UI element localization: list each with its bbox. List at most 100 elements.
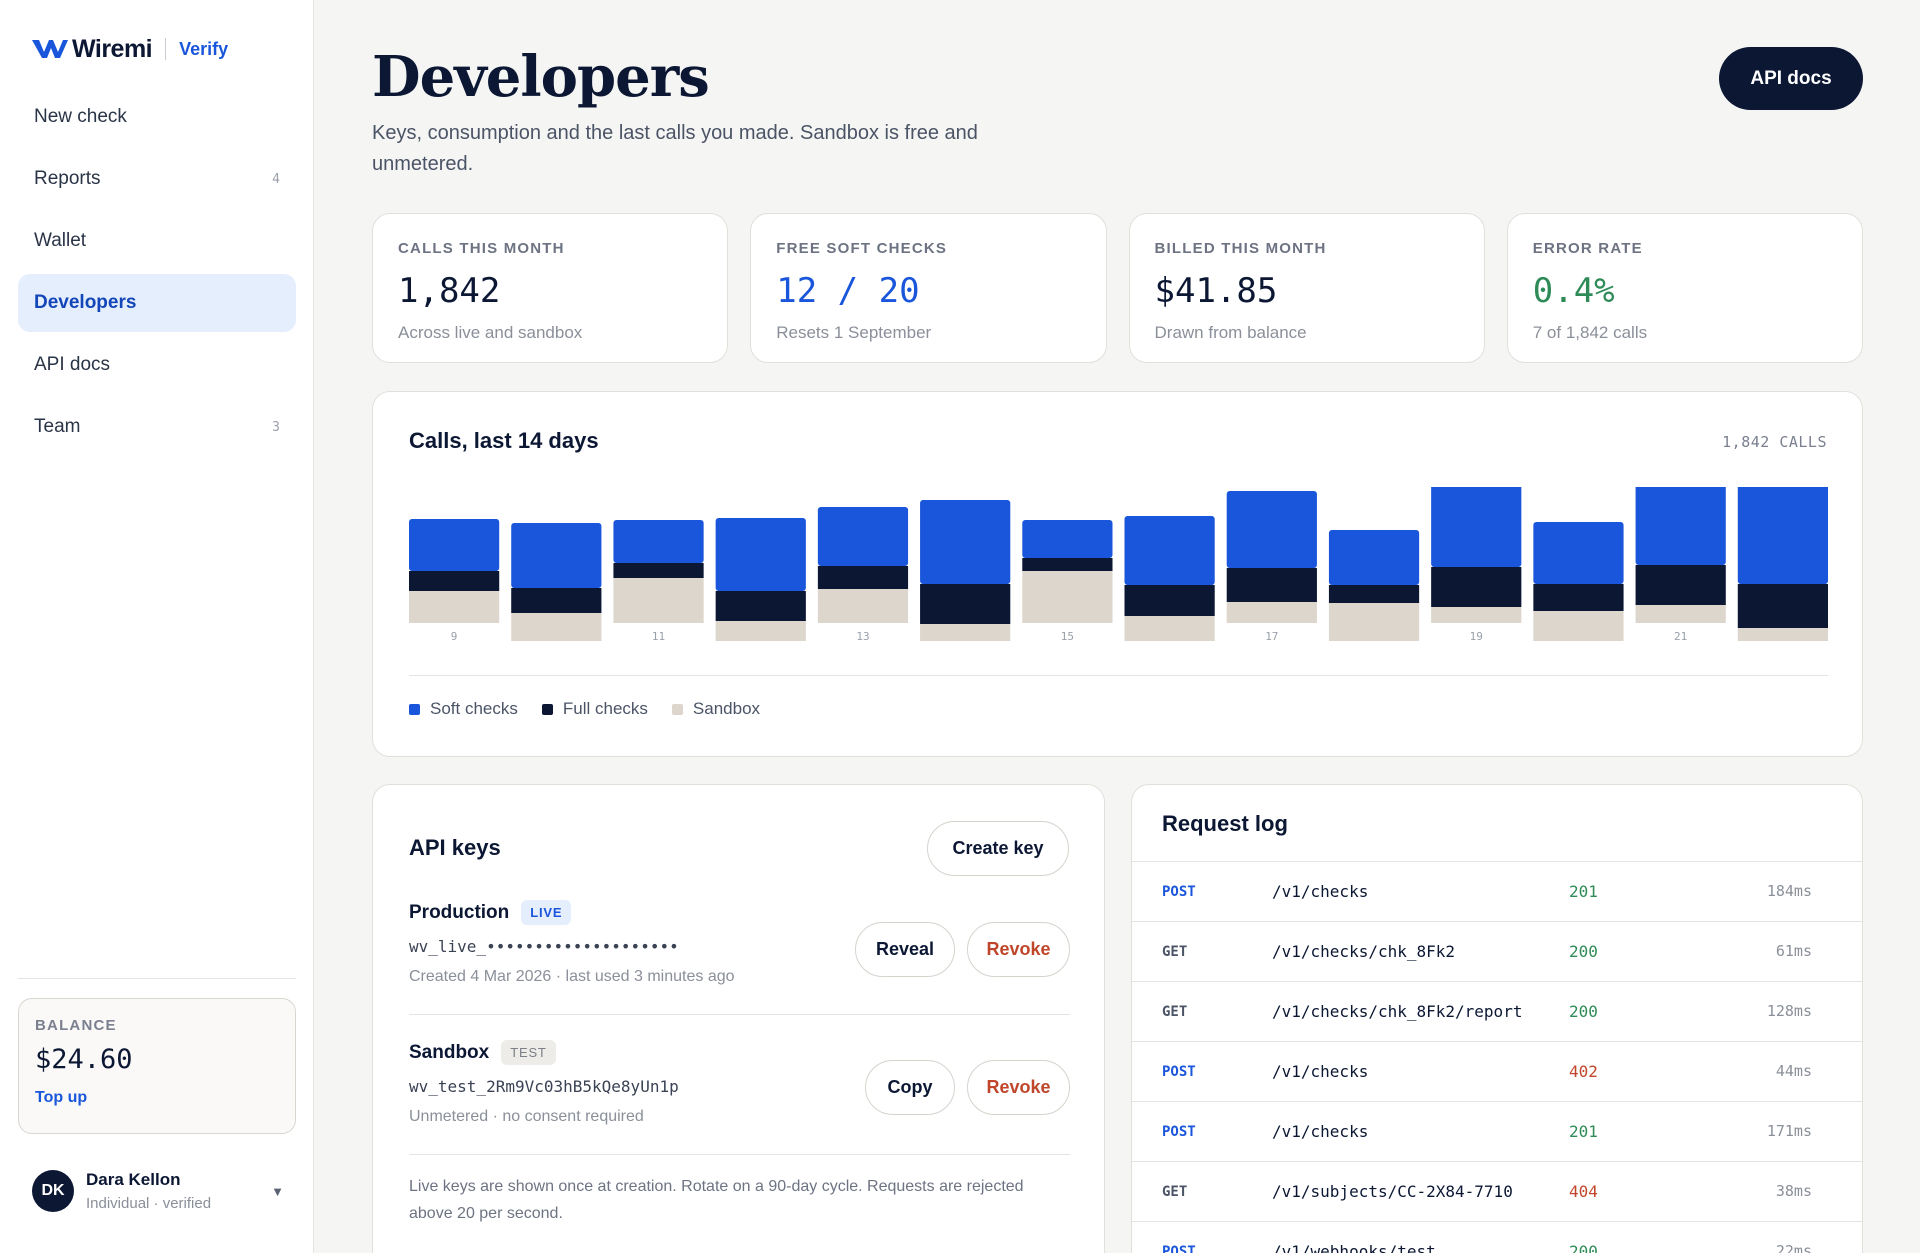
sidebar-item-new-check[interactable]: New check [18, 88, 296, 146]
page-title: Developers [372, 44, 710, 110]
bar-soft-checks-10 [511, 523, 602, 588]
stat-caption: Resets 1 September [776, 323, 932, 342]
stat-caption: Drawn from balance [1154, 323, 1307, 342]
key-value[interactable]: wv_live_•••••••••••••••••••• [409, 937, 679, 956]
user-name: Dara Kellon [86, 1170, 181, 1189]
avatar: DK [32, 1170, 74, 1212]
key-actions: Copy Revoke [865, 1060, 1070, 1115]
table-row[interactable]: GET/v1/subjects/CC-2X84-7710 404 38ms [1132, 1161, 1862, 1221]
wiremi-logo-icon [32, 40, 68, 58]
stat-label: BILLED THIS MONTH [1154, 240, 1327, 257]
bar-full-checks-14 [920, 584, 1011, 624]
response-time: 128ms [1766, 1002, 1812, 1020]
calls-bar-chart: 9 11 13 15 17 19 21 [409, 487, 1828, 643]
sidebar-item-count: 4 [272, 171, 280, 187]
sidebar-item-api-docs[interactable]: API docs [18, 336, 296, 394]
sidebar: Wiremi Verify New check Reports 4 Wallet… [0, 0, 314, 1253]
bar-full-checks-13 [817, 566, 909, 589]
bar-sandbox-19 [1431, 607, 1522, 623]
request-path: /v1/subjects/CC-2X84-7710 [1272, 1182, 1513, 1201]
table-row[interactable]: POST/v1/checks 201 184ms [1132, 861, 1862, 921]
bar-full-checks-21 [1635, 565, 1726, 605]
sidebar-item-team[interactable]: Team 3 [18, 398, 296, 456]
chevron-down-icon[interactable]: ▼ [271, 1183, 284, 1199]
response-time: 22ms [1775, 1242, 1812, 1253]
legend-sandbox: Sandbox [671, 699, 761, 719]
key-name-row: Production LIVE [409, 900, 1070, 925]
table-row[interactable]: POST/v1/checks 402 44ms [1132, 1041, 1862, 1101]
request-method: GET [1162, 1004, 1188, 1020]
bar-sandbox-17 [1226, 602, 1317, 623]
bar-full-checks-15 [1022, 558, 1113, 571]
sidebar-item-label: API docs [34, 354, 111, 375]
sidebar-item-label: Team [34, 416, 81, 437]
revoke-button[interactable]: Revoke [967, 922, 1070, 977]
bar-sandbox-12 [715, 621, 806, 641]
create-key-button[interactable]: Create key [927, 821, 1069, 876]
divider [409, 1014, 1070, 1015]
table-row[interactable]: POST/v1/webhooks/test 200 22ms [1132, 1221, 1862, 1253]
bar-sandbox-14 [920, 624, 1011, 641]
bar-sandbox-10 [511, 613, 602, 641]
request-path: /v1/checks [1272, 1122, 1369, 1141]
brand-product: Verify [179, 38, 229, 59]
x-tick-label: 19 [1470, 630, 1483, 643]
bar-soft-checks-19 [1431, 487, 1522, 567]
bar-soft-checks-12 [715, 518, 806, 591]
legend-swatch [541, 703, 553, 715]
sidebar-item-label: Wallet [34, 230, 87, 251]
api-keys-card: API keys Create key Production LIVE wv_l… [372, 784, 1105, 1253]
key-meta: Created 4 Mar 2026 · last used 3 minutes… [409, 968, 735, 985]
bar-soft-checks-20 [1533, 522, 1624, 584]
status-badge: LIVE [521, 900, 572, 925]
sidebar-item-developers[interactable]: Developers [18, 274, 296, 332]
request-log-card: Request log POST/v1/checks 201 184ms GET/v1… [1131, 784, 1863, 1253]
bar-soft-checks-17 [1226, 491, 1317, 568]
bar-soft-checks-13 [817, 507, 909, 566]
status-code: 200 [1569, 1242, 1598, 1253]
x-tick-label: 17 [1265, 630, 1278, 643]
reveal-button[interactable]: Reveal [855, 922, 955, 977]
api-docs-button[interactable]: API docs [1719, 47, 1863, 110]
bar-sandbox-13 [817, 589, 909, 623]
sidebar-item-reports[interactable]: Reports 4 [18, 150, 296, 208]
request-path: /v1/checks [1272, 1062, 1369, 1081]
brand[interactable]: Wiremi Verify [32, 34, 229, 63]
x-tick-label: 11 [652, 630, 665, 643]
sidebar-item-wallet[interactable]: Wallet [18, 212, 296, 270]
request-path: /v1/webhooks/test [1272, 1242, 1436, 1253]
brand-name: Wiremi [72, 34, 153, 63]
key-value[interactable]: wv_test_2Rm9Vc03hB5kQe8yUn1p [409, 1077, 679, 1096]
revoke-button[interactable]: Revoke [967, 1060, 1070, 1115]
bar-soft-checks-18 [1328, 530, 1420, 585]
table-row[interactable]: GET/v1/checks/chk_8Fk2 200 61ms [1132, 921, 1862, 981]
bar-soft-checks-9 [409, 519, 500, 571]
top-up-link[interactable]: Top up [35, 1089, 88, 1106]
page-subtitle: Keys, consumption and the last calls you… [372, 122, 978, 175]
bar-sandbox-9 [409, 591, 500, 623]
user-menu[interactable]: DK Dara Kellon Individual · verified ▼ [32, 1166, 284, 1216]
table-row[interactable]: GET/v1/checks/chk_8Fk2/report 200 128ms [1132, 981, 1862, 1041]
response-time: 171ms [1766, 1122, 1812, 1140]
request-method: POST [1162, 1064, 1196, 1080]
request-method: POST [1162, 1124, 1196, 1140]
key-name-row: Sandbox TEST [409, 1040, 1070, 1065]
stat-value: 1,842 [398, 271, 501, 311]
sidebar-item-label: Reports [34, 168, 101, 189]
legend-full-checks: Full checks [541, 699, 648, 719]
chart-title: Calls, last 14 days [409, 428, 599, 453]
status-badge: TEST [501, 1040, 556, 1065]
copy-button[interactable]: Copy [865, 1060, 955, 1115]
bar-full-checks-19 [1431, 567, 1522, 607]
chart-legend: Soft checks Full checks Sandbox [409, 699, 760, 719]
legend-label: Sandbox [692, 699, 761, 718]
divider [409, 1154, 1070, 1155]
balance-value: $24.60 [35, 1044, 133, 1075]
user-info: Dara Kellon Individual · verified [86, 1170, 271, 1212]
api-key-production: Production LIVE wv_live_••••••••••••••••… [409, 900, 1070, 996]
x-tick-label: 15 [1061, 630, 1074, 643]
bar-sandbox-11 [613, 578, 704, 623]
bar-soft-checks-21 [1635, 487, 1726, 565]
table-row[interactable]: POST/v1/checks 201 171ms [1132, 1101, 1862, 1161]
bar-soft-checks-14 [920, 500, 1011, 584]
